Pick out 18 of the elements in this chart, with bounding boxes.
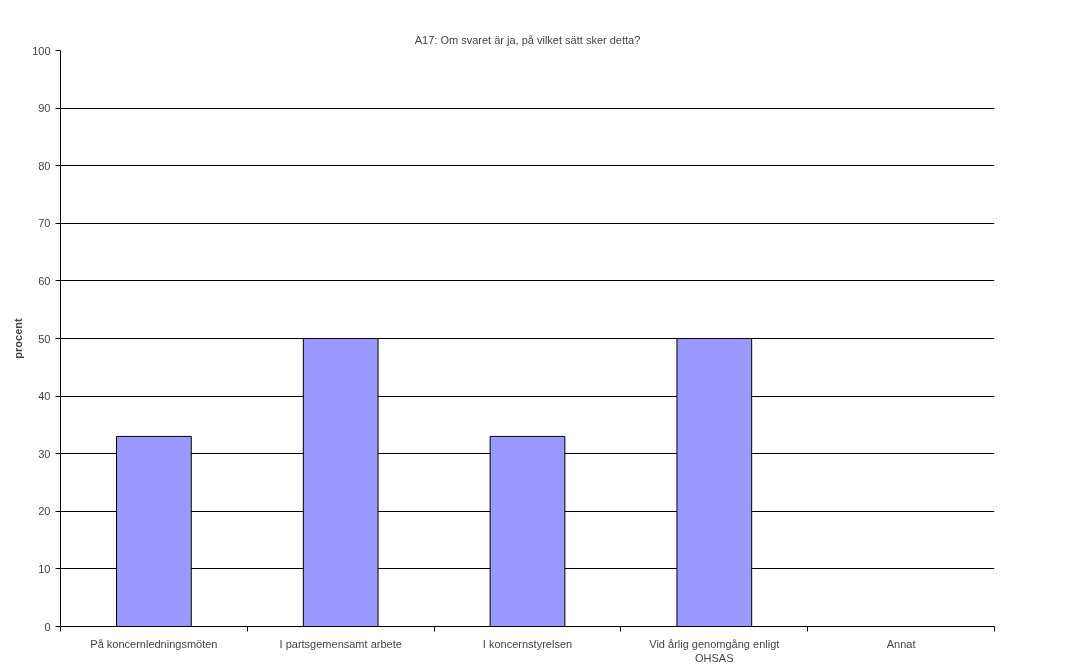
y-tick-label: 50	[38, 332, 51, 345]
y-tick-label: 100	[32, 44, 51, 57]
x-tick-label: I partsgemensamt arbete	[279, 637, 402, 650]
y-tick-label: 10	[38, 562, 51, 575]
y-tick-label: 0	[44, 620, 51, 633]
y-tick-label: 40	[38, 390, 51, 403]
y-tick-label: 60	[38, 274, 51, 287]
y-tick-label: 80	[38, 159, 51, 172]
x-tick-label: På koncernledningsmöten	[90, 637, 218, 650]
y-tick-label: 90	[38, 102, 51, 115]
x-tick-label: I koncernstyrelsen	[482, 637, 573, 650]
chart-title: A17: Om svaret är ja, på vilket sätt sker detta?	[414, 33, 641, 46]
y-axis-title: procent	[12, 317, 25, 359]
x-tick-label: Vid årlig genomgång enligt OHSAS	[649, 637, 780, 664]
y-tick-label: 20	[38, 505, 51, 518]
y-tick-label: 70	[38, 217, 51, 230]
y-tick-label: 30	[38, 447, 51, 460]
x-tick-label: Annat	[886, 637, 916, 650]
